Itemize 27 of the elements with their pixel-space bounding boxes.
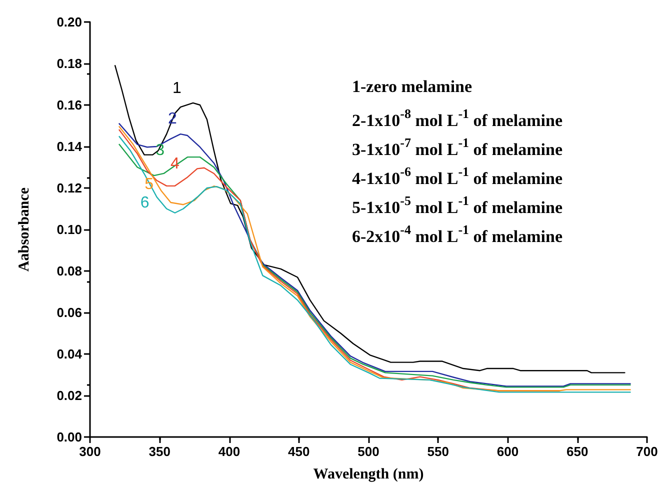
x-tick-label: 550	[427, 444, 449, 459]
y-tick-label: 0.12	[56, 180, 82, 196]
series-label: 6	[140, 194, 150, 212]
x-axis-title: Wavelength (nm)	[313, 466, 424, 482]
x-tick-label: 350	[148, 444, 170, 459]
line-series	[114, 64, 626, 374]
y-tick-label: 0.04	[56, 346, 83, 362]
y-tick-label: 0.02	[56, 388, 82, 403]
x-tick-label: 700	[636, 444, 658, 459]
y-tick-label: 0.16	[56, 98, 82, 112]
annotation: 1-zero melamine	[352, 77, 473, 96]
y-axis-title: Aabsorbance	[16, 187, 32, 272]
y-tick-label: 0.14	[56, 139, 83, 154]
series-label: 1	[172, 80, 182, 97]
x-tick-label: 450	[288, 444, 310, 459]
series-label: 3	[156, 142, 165, 160]
x-tick-label: 650	[566, 444, 588, 459]
y-tick-label: 0.08	[56, 264, 82, 278]
y-tick-label: 0.20	[56, 14, 82, 30]
y-tick-label: 0.00	[56, 430, 82, 444]
x-tick-label: 600	[496, 444, 519, 459]
y-tick-label: 0.06	[56, 305, 82, 320]
y-tick-label: 0.10	[56, 222, 82, 237]
x-tick-label: 500	[358, 444, 380, 459]
y-tick-label: 0.18	[56, 56, 82, 71]
x-tick-label: 300	[79, 444, 101, 459]
x-tick-label: 400	[218, 444, 240, 459]
